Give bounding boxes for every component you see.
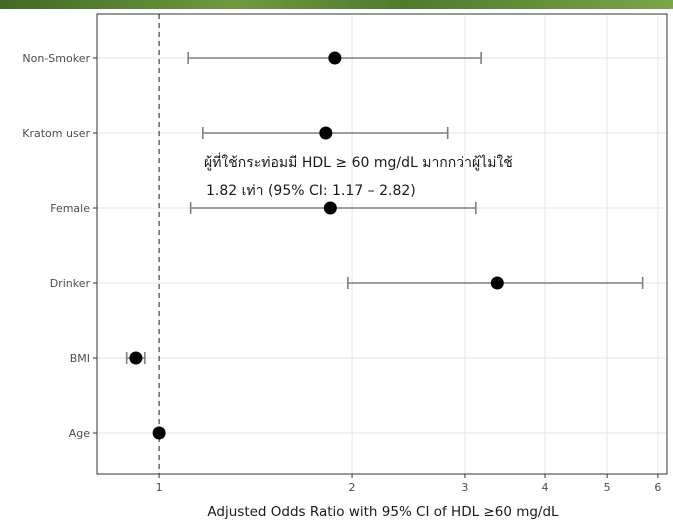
point-3 xyxy=(490,276,504,290)
x-axis: 1 2 3 4 5 6 xyxy=(156,474,661,494)
annotation: ผู้ที่ใช้กระท่อมมี HDL ≥ 60 mg/dL มากกว่… xyxy=(204,153,513,199)
point-4 xyxy=(129,351,143,365)
x-axis-title: Adjusted Odds Ratio with 95% CI of HDL ≥… xyxy=(207,504,559,520)
top-banner-strip xyxy=(0,0,673,9)
y-tick-label-5: Age xyxy=(69,427,91,440)
y-tick-label-1: Kratom user xyxy=(22,127,90,140)
x-tick-label-1: 2 xyxy=(349,481,356,494)
annotation-line-2: 1.82 เท่า (95% CI: 1.17 – 2.82) xyxy=(206,183,416,199)
annotation-line-1: ผู้ที่ใช้กระท่อมมี HDL ≥ 60 mg/dL มากกว่… xyxy=(204,153,513,171)
y-tick-label-4: BMI xyxy=(70,352,90,365)
point-2 xyxy=(323,201,337,215)
x-tick-label-4: 5 xyxy=(604,481,611,494)
x-tick-label-0: 1 xyxy=(156,481,163,494)
point-1 xyxy=(319,126,333,140)
plot-panel xyxy=(96,13,668,475)
x-tick-label-2: 3 xyxy=(461,481,468,494)
y-tick-label-3: Drinker xyxy=(50,277,91,290)
y-tick-label-0: Non-Smoker xyxy=(22,52,90,65)
y-tick-label-2: Female xyxy=(50,202,90,215)
panel-border xyxy=(96,13,668,475)
y-axis: Non-Smoker Kratom user Female Drinker BMI Age xyxy=(22,52,97,440)
point-5 xyxy=(152,426,166,440)
x-tick-label-5: 6 xyxy=(654,481,661,494)
points xyxy=(129,51,504,440)
x-tick-label-3: 4 xyxy=(542,481,549,494)
point-0 xyxy=(328,51,342,65)
